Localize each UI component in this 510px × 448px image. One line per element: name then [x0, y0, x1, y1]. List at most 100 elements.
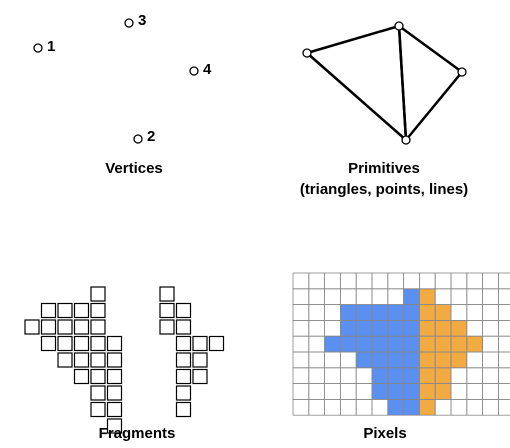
- primitive-vertex-3: [394, 21, 404, 31]
- fragment-square: [106, 368, 123, 385]
- pixel-cell: [387, 272, 404, 290]
- pixel-cell: [482, 319, 499, 337]
- fragment-square: [106, 352, 123, 368]
- pixel-cell: [497, 319, 510, 337]
- vertex-1-point: [33, 43, 43, 53]
- vertex-3-point: [124, 18, 134, 28]
- fragment-square: [57, 335, 73, 352]
- pixel-cell: [482, 398, 499, 416]
- fragment-square: [159, 319, 175, 335]
- pixel-cell: [450, 288, 468, 305]
- fragment-square: [208, 335, 225, 352]
- pixel-cell: [355, 272, 373, 290]
- pixel-orange: [435, 336, 451, 352]
- pixel-cell: [482, 367, 499, 384]
- vertex-4-label: 4: [203, 61, 212, 78]
- pixel-cell: [339, 351, 357, 369]
- pixel-blue: [403, 383, 420, 400]
- pixel-blue: [387, 352, 404, 368]
- pixel-cell: [308, 272, 325, 290]
- pixel-cell: [308, 367, 325, 384]
- pixel-orange: [451, 336, 467, 352]
- fragment-square: [106, 385, 123, 401]
- fragment-square: [57, 319, 73, 335]
- fragment-square: [40, 319, 57, 335]
- fragment-square: [175, 352, 192, 368]
- fragment-square: [192, 368, 208, 385]
- pixel-blue: [387, 399, 404, 416]
- pixel-orange: [435, 352, 451, 368]
- pixel-orange: [435, 383, 451, 400]
- pixel-cell: [292, 319, 310, 337]
- fragment-square: [175, 401, 192, 418]
- primitive-vertex-1: [302, 48, 312, 58]
- pixel-cell: [371, 272, 389, 290]
- fragment-square: [106, 335, 123, 352]
- pixel-cell: [292, 351, 310, 369]
- pixel-cell: [403, 272, 420, 290]
- fragment-square: [73, 302, 90, 319]
- pixel-blue: [372, 320, 388, 337]
- pixel-cell: [292, 398, 310, 416]
- fragment-square: [90, 286, 106, 302]
- pixel-cell: [292, 335, 310, 353]
- pixel-orange: [419, 288, 436, 305]
- fragment-square: [106, 401, 123, 418]
- fragment-square: [175, 335, 192, 352]
- pixel-cell: [450, 383, 468, 400]
- pixel-cell: [308, 351, 325, 369]
- pixel-blue: [387, 304, 404, 321]
- pixel-cell: [466, 304, 483, 321]
- pixel-cell: [418, 272, 436, 290]
- pixel-blue: [356, 352, 372, 368]
- pixel-cell: [324, 383, 341, 400]
- pixel-blue: [372, 383, 388, 400]
- pixel-blue: [340, 304, 357, 321]
- pixel-cell: [387, 288, 404, 305]
- pixel-cell: [466, 319, 483, 337]
- pixel-cell: [466, 272, 483, 290]
- pixel-cell: [482, 351, 499, 369]
- pixel-cell: [371, 398, 389, 416]
- triangle-right: [397, 24, 464, 142]
- pixel-blue: [403, 367, 420, 384]
- pixel-cell: [324, 288, 341, 305]
- fragment-square: [57, 302, 73, 319]
- pixel-cell: [434, 288, 452, 305]
- fragment-square: [90, 385, 106, 401]
- fragment-square: [90, 401, 106, 418]
- pixel-blue: [372, 367, 388, 384]
- fragment-square: [73, 352, 90, 368]
- fragment-square: [175, 385, 192, 401]
- pixel-cell: [497, 367, 510, 384]
- pixel-orange: [451, 320, 467, 337]
- fragment-square: [159, 302, 175, 319]
- pixel-cell: [466, 351, 483, 369]
- pixel-blue: [403, 320, 420, 337]
- fragment-square: [90, 302, 106, 319]
- pixel-cell: [292, 288, 310, 305]
- fragment-square: [90, 335, 106, 352]
- fragment-square: [73, 368, 90, 385]
- vertex-2-point: [133, 134, 143, 144]
- fragment-square: [192, 335, 208, 352]
- pixel-blue: [387, 320, 404, 337]
- pixel-blue: [372, 352, 388, 368]
- pixel-cell: [308, 288, 325, 305]
- pixel-cell: [339, 367, 357, 384]
- pixel-cell: [324, 272, 341, 290]
- pixel-blue: [372, 336, 388, 352]
- pixel-cell: [482, 272, 499, 290]
- fragment-square: [175, 302, 192, 319]
- fragment-square: [175, 319, 192, 335]
- pixel-orange: [419, 383, 436, 400]
- pixel-cell: [450, 398, 468, 416]
- pixel-cell: [339, 398, 357, 416]
- pixel-cell: [434, 398, 452, 416]
- pixel-cell: [324, 351, 341, 369]
- pixel-orange: [419, 320, 436, 337]
- pixel-cell: [324, 398, 341, 416]
- pixel-orange: [419, 352, 436, 368]
- pixel-cell: [466, 288, 483, 305]
